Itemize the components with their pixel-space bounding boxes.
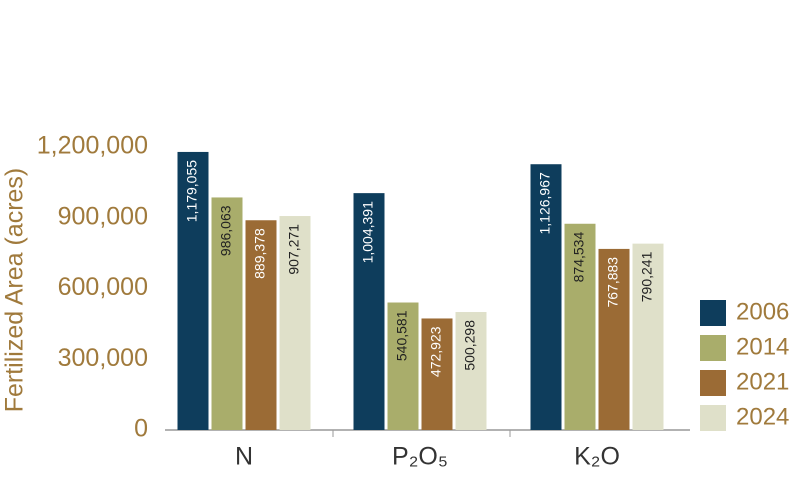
legend-swatch xyxy=(700,405,726,431)
value-label: 540,581 xyxy=(394,310,410,361)
legend-swatch xyxy=(700,335,726,361)
x-tick-label: N xyxy=(235,443,253,471)
value-label: 1,126,967 xyxy=(537,172,553,234)
legend-label: 2024 xyxy=(736,403,789,430)
bar xyxy=(177,151,209,431)
legend-swatch xyxy=(700,300,726,326)
value-label: 889,378 xyxy=(252,228,268,279)
value-label: 790,241 xyxy=(639,251,655,302)
y-tick-label: 300,000 xyxy=(58,344,148,372)
bar xyxy=(564,223,596,430)
y-tick-label: 0 xyxy=(134,415,148,443)
bar xyxy=(245,220,277,430)
bar xyxy=(387,302,419,430)
y-tick-label: 900,000 xyxy=(58,202,148,230)
x-tick-label: P₂O₅ xyxy=(392,443,448,471)
value-label: 986,063 xyxy=(218,205,234,256)
bar xyxy=(353,193,385,430)
value-label: 1,179,055 xyxy=(184,160,200,222)
bar xyxy=(211,197,243,430)
legend-label: 2014 xyxy=(736,333,789,360)
value-label: 472,923 xyxy=(428,326,444,377)
y-tick-label: 1,200,000 xyxy=(37,132,148,160)
bar xyxy=(455,312,487,430)
value-label: 767,883 xyxy=(605,257,621,308)
bar xyxy=(421,318,453,430)
legend-label: 2006 xyxy=(736,298,789,325)
value-label: 1,004,391 xyxy=(360,201,376,263)
bar xyxy=(598,248,630,430)
value-label: 500,298 xyxy=(462,320,478,371)
legend-swatch xyxy=(700,370,726,396)
x-tick-label: K₂O xyxy=(574,443,620,471)
value-label: 907,271 xyxy=(286,224,302,275)
legend-label: 2021 xyxy=(736,368,789,395)
bar xyxy=(632,243,664,430)
value-label: 874,534 xyxy=(571,232,587,283)
bar xyxy=(530,164,562,430)
y-axis-label: Fertilized Area (acres) xyxy=(1,168,29,413)
bar xyxy=(279,216,311,430)
y-tick-label: 600,000 xyxy=(58,273,148,301)
